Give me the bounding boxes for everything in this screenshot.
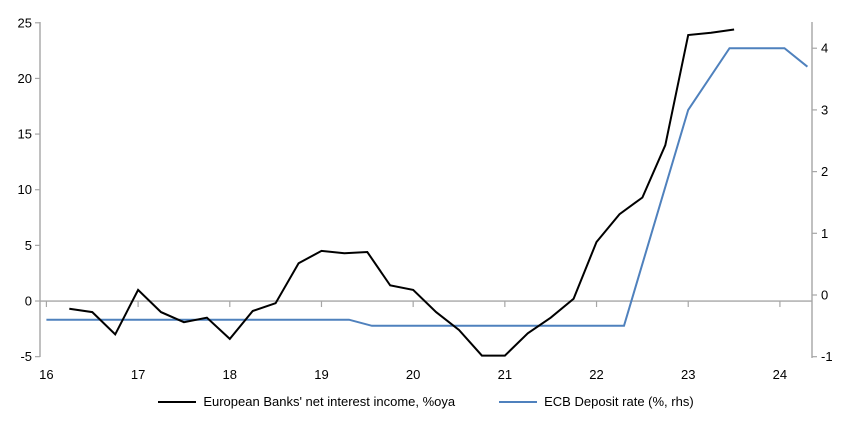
chart-legend: European Banks' net interest income, %oy… [0,394,852,409]
right-axis-tick-label: 1 [821,226,828,241]
right-axis-tick-label: -1 [821,349,833,364]
left-axis-tick-label: 5 [25,238,32,253]
right-axis-tick-label: 0 [821,287,828,302]
left-axis-tick-label: 10 [18,182,32,197]
left-axis-tick-label: 15 [18,127,32,142]
x-axis-tick-label: 21 [498,367,512,382]
x-axis-tick-label: 19 [314,367,328,382]
x-axis-tick-label: 20 [406,367,420,382]
left-axis-tick-label: 25 [18,15,32,30]
legend-line-sample-black [158,400,197,403]
left-axis-tick-label: 20 [18,71,32,86]
legend-item-ecb-deposit-rate: ECB Deposit rate (%, rhs) [499,394,694,409]
left-axis-tick-label: -5 [20,349,32,364]
x-axis-tick-label: 18 [223,367,237,382]
right-axis-tick-label: 2 [821,164,828,179]
legend-line-sample-blue [499,400,538,403]
legend-label-net-interest-income: European Banks' net interest income, %oy… [203,394,456,409]
x-axis-tick-label: 16 [39,367,53,382]
x-axis-tick-label: 22 [589,367,603,382]
right-axis-tick-label: 3 [821,102,828,117]
legend-item-net-interest-income: European Banks' net interest income, %oy… [158,394,455,409]
right-axis-tick-label: 4 [821,41,828,56]
x-axis-tick-label: 17 [131,367,145,382]
ecb-deposit-rate-line [46,47,809,327]
legend-label-ecb-deposit-rate: ECB Deposit rate (%, rhs) [544,394,694,409]
x-axis-tick-label: 24 [773,367,787,382]
left-axis-tick-label: 0 [25,294,32,309]
nii-series-line [69,28,735,357]
x-axis-tick-label: 23 [681,367,695,382]
